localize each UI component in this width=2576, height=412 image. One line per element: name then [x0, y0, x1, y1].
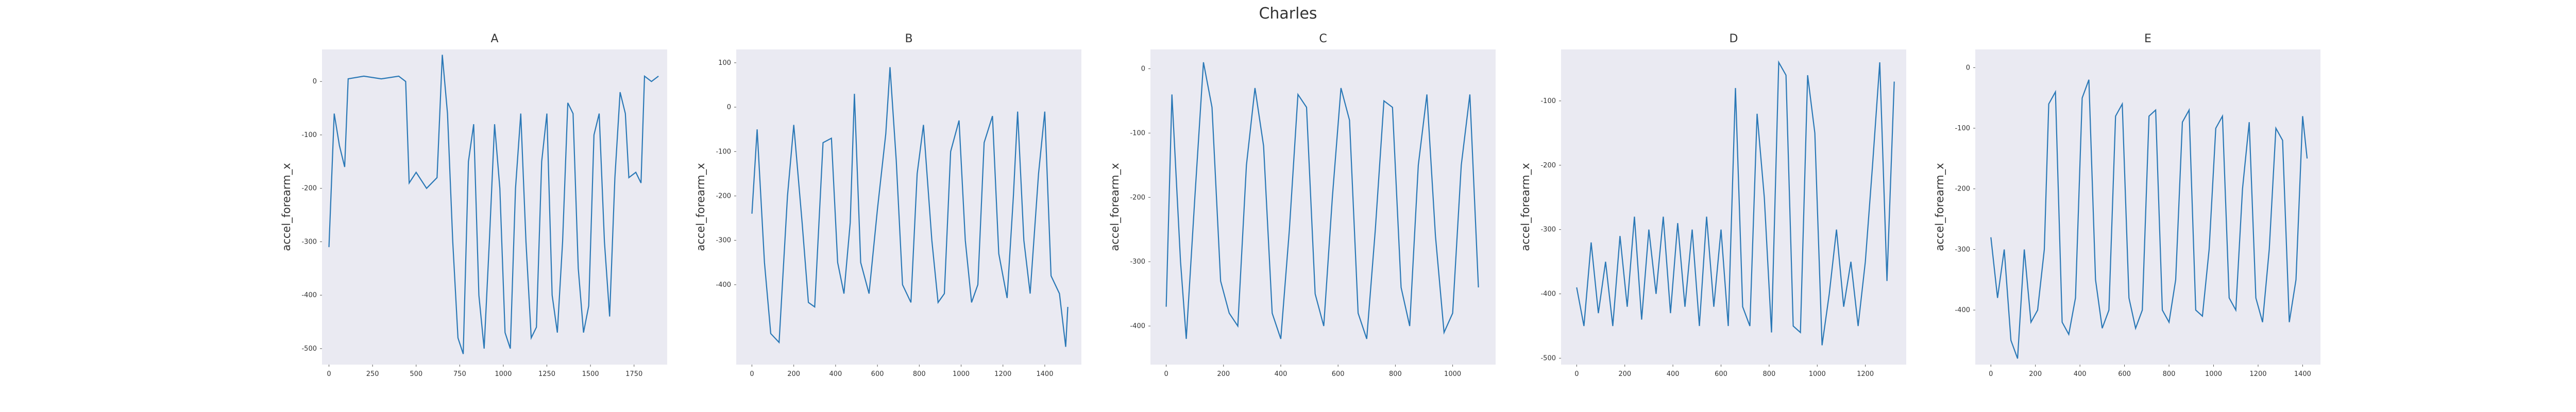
subplot-title: A [490, 32, 498, 45]
x-tick-label: 750 [453, 370, 466, 378]
y-axis-label: accel_forearm_x [1519, 163, 1532, 251]
x-tick-label: 1200 [1857, 370, 1874, 378]
plot-area [1150, 49, 1496, 365]
y-tick-label: -500 [301, 345, 317, 353]
y-tick-label: 100 [718, 59, 731, 67]
figure-title: Charles [1259, 5, 1317, 23]
x-tick-label: 200 [2029, 370, 2042, 378]
y-tick-label: -300 [1955, 246, 1970, 253]
y-tick-label: -100 [1540, 97, 1556, 105]
subplot-title: E [2144, 32, 2151, 45]
y-tick-label: -100 [716, 148, 731, 156]
x-tick-label: 200 [787, 370, 800, 378]
x-tick-label: 800 [1762, 370, 1775, 378]
y-tick-label: -300 [1540, 226, 1556, 234]
x-tick-label: 600 [1332, 370, 1345, 378]
y-tick-label: -300 [716, 237, 731, 245]
y-tick-label: -200 [716, 192, 731, 200]
y-tick-label: 0 [1966, 64, 1970, 72]
y-tick-label: -300 [1130, 258, 1145, 266]
x-tick-label: 1200 [994, 370, 1011, 378]
x-tick-label: 0 [1574, 370, 1579, 378]
x-tick-label: 400 [1667, 370, 1680, 378]
y-tick-label: 0 [1141, 65, 1145, 73]
y-tick-label: 0 [313, 78, 317, 85]
y-tick-label: -100 [1955, 125, 1970, 132]
y-tick-label: -100 [1130, 129, 1145, 137]
y-tick-label: -400 [301, 291, 317, 299]
y-axis-label: accel_forearm_x [1109, 163, 1122, 251]
x-tick-label: 1500 [582, 370, 599, 378]
x-tick-label: 0 [1164, 370, 1168, 378]
x-tick-label: 800 [2163, 370, 2176, 378]
plot-area [1975, 49, 2320, 365]
plot-area [1561, 49, 1906, 365]
plot-area [322, 49, 667, 365]
y-tick-label: -400 [716, 281, 731, 289]
subplot-title: D [1730, 32, 1738, 45]
x-tick-label: 1000 [1444, 370, 1461, 378]
x-tick-label: 1250 [538, 370, 555, 378]
y-axis-label: accel_forearm_x [280, 163, 293, 251]
x-tick-label: 1200 [2249, 370, 2266, 378]
x-tick-label: 600 [871, 370, 884, 378]
y-tick-label: -200 [301, 185, 317, 193]
y-tick-label: -400 [1955, 306, 1970, 314]
x-tick-label: 1000 [953, 370, 970, 378]
x-tick-label: 800 [1389, 370, 1402, 378]
plot-area [736, 49, 1081, 365]
x-tick-label: 1400 [2294, 370, 2311, 378]
data-line [1990, 79, 2308, 359]
y-tick-label: -500 [1540, 355, 1556, 363]
x-tick-label: 200 [1618, 370, 1631, 378]
x-tick-label: 1000 [495, 370, 512, 378]
y-tick-label: -200 [1130, 194, 1145, 201]
x-tick-label: 500 [410, 370, 422, 378]
data-line [328, 55, 659, 354]
y-tick-label: -400 [1130, 322, 1145, 330]
y-tick-label: -300 [301, 238, 317, 246]
x-tick-label: 800 [913, 370, 926, 378]
x-tick-label: 250 [366, 370, 379, 378]
x-tick-label: 1750 [625, 370, 642, 378]
x-tick-label: 1400 [1036, 370, 1053, 378]
data-line [1165, 62, 1479, 339]
y-tick-label: -400 [1540, 290, 1556, 298]
x-tick-label: 400 [2074, 370, 2087, 378]
y-tick-label: -200 [1955, 185, 1970, 193]
x-tick-label: 600 [2118, 370, 2131, 378]
subplot-title: B [905, 32, 912, 45]
x-tick-label: 200 [1217, 370, 1230, 378]
y-tick-label: 0 [727, 104, 731, 111]
x-tick-label: 1000 [2205, 370, 2222, 378]
x-tick-label: 0 [1989, 370, 1993, 378]
x-tick-label: 0 [750, 370, 754, 378]
subplot-title: C [1319, 32, 1327, 45]
x-tick-label: 400 [1275, 370, 1287, 378]
x-tick-label: 1000 [1809, 370, 1826, 378]
x-tick-label: 600 [1715, 370, 1727, 378]
y-tick-label: -100 [301, 131, 317, 139]
y-axis-label: accel_forearm_x [1934, 163, 1946, 251]
y-tick-label: -200 [1540, 162, 1556, 169]
x-tick-label: 0 [327, 370, 331, 378]
data-line [1576, 60, 1895, 346]
y-axis-label: accel_forearm_x [694, 163, 707, 251]
x-tick-label: 400 [829, 370, 842, 378]
data-line [751, 67, 1069, 347]
